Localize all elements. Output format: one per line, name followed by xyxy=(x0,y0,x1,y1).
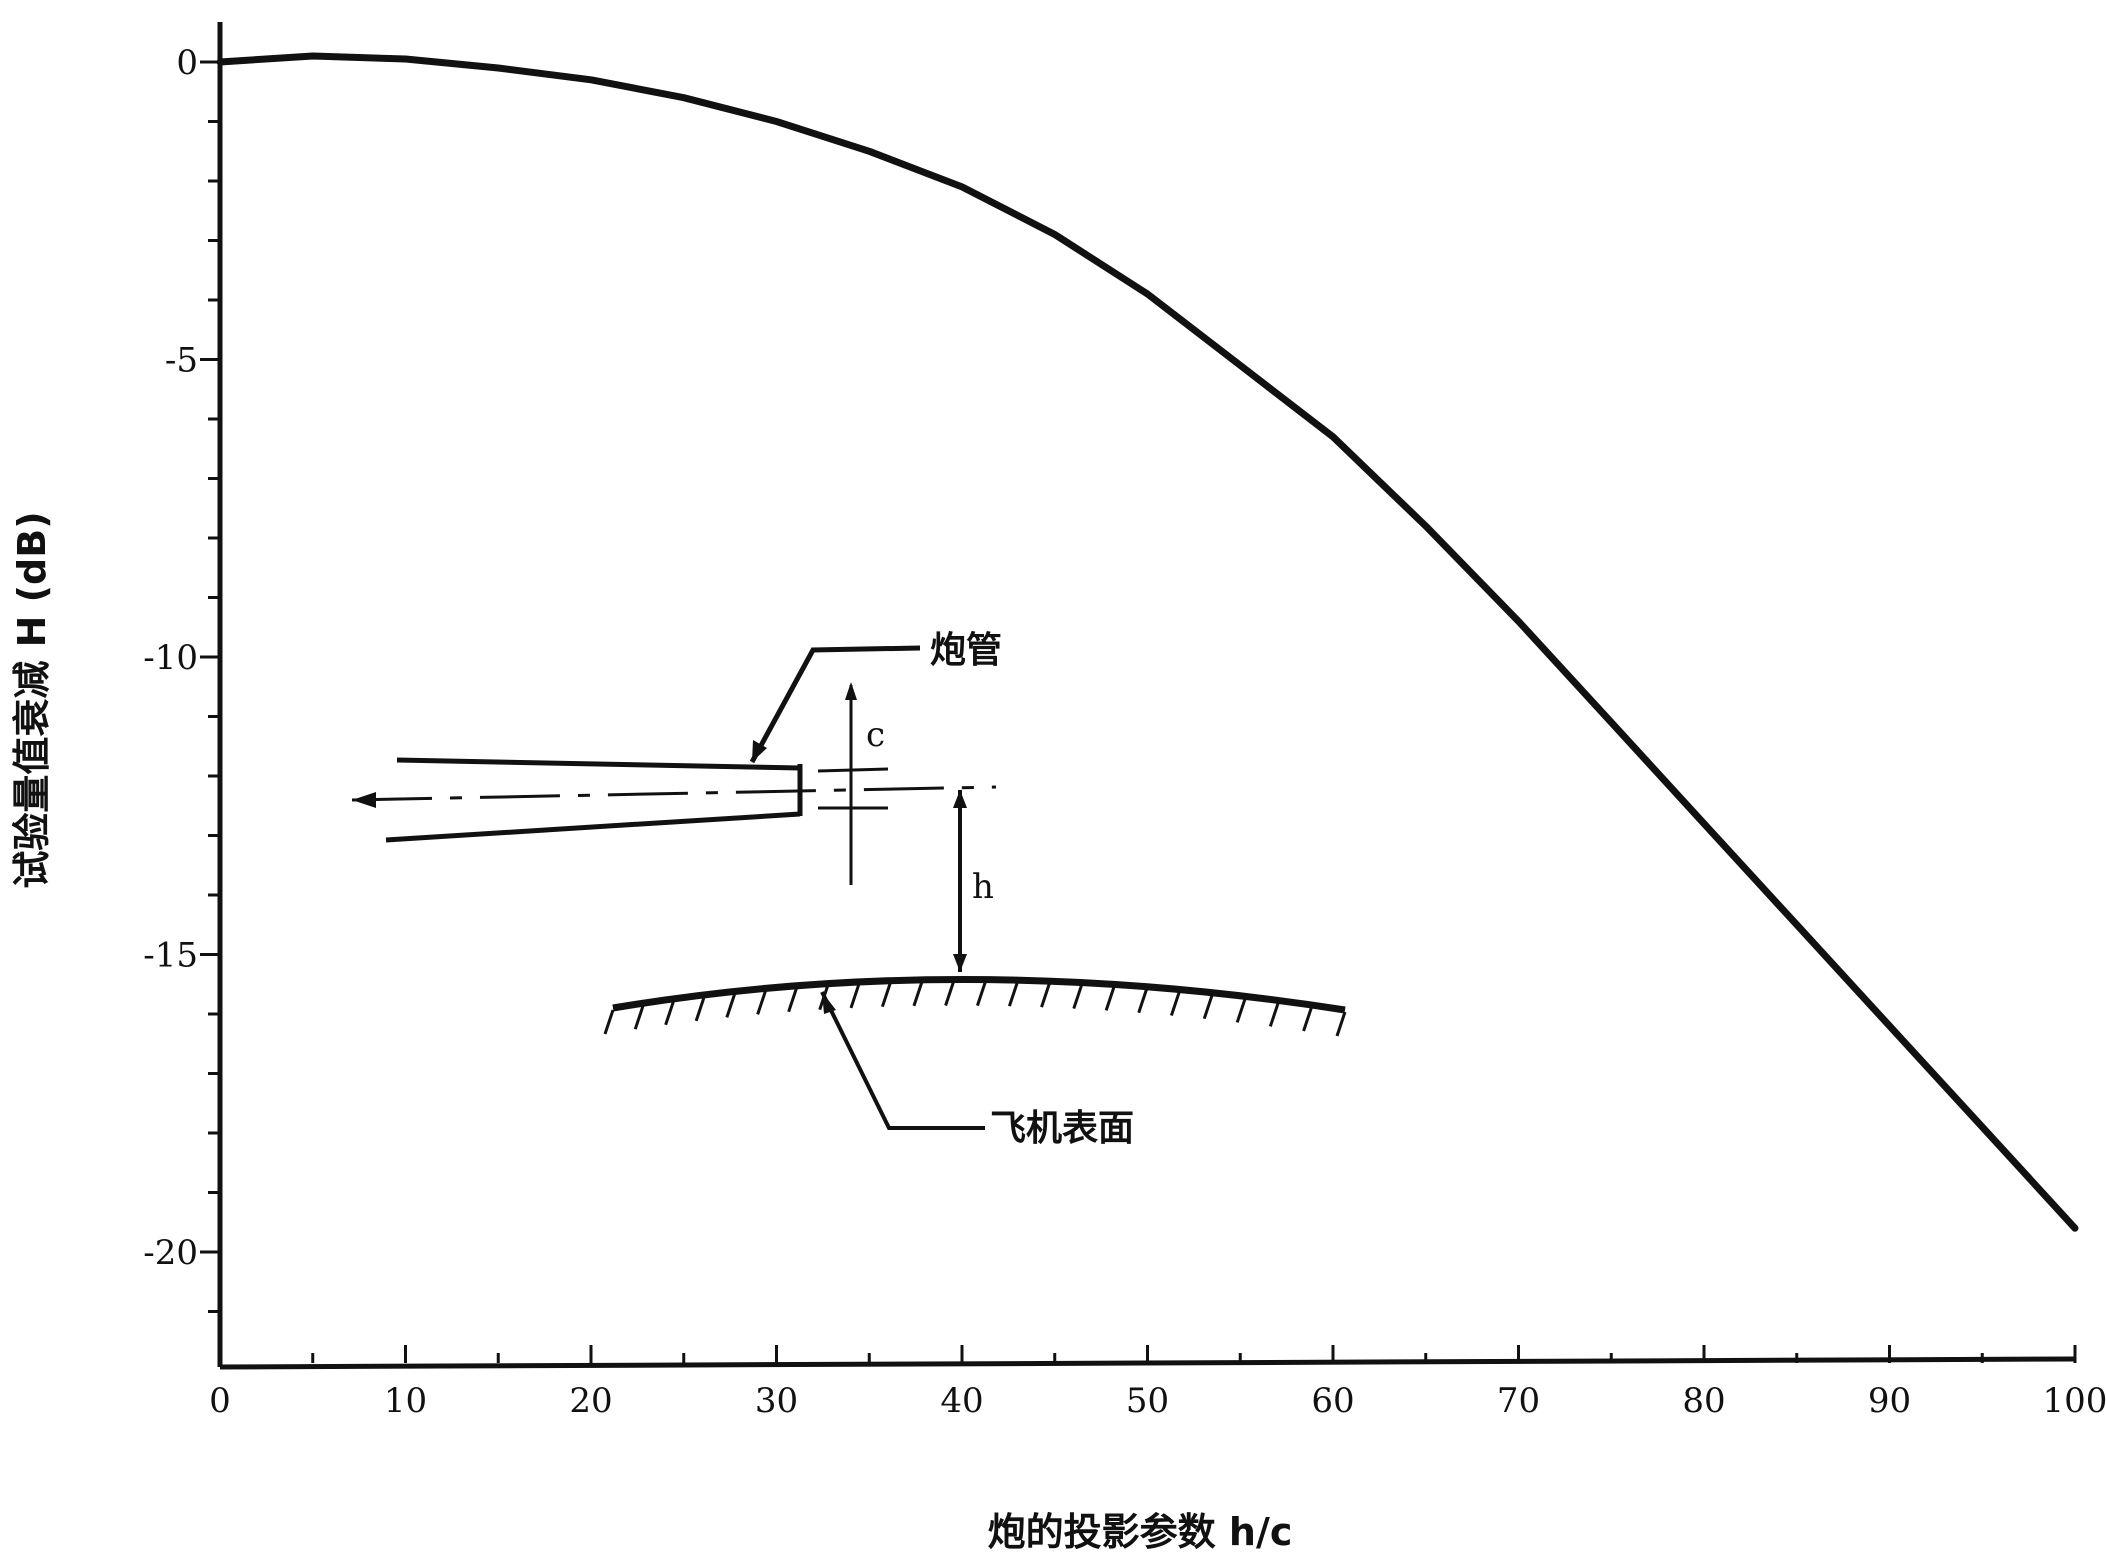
barrel-lower-edge xyxy=(385,811,801,843)
hatch-mark xyxy=(1235,997,1247,1023)
hatch-mark xyxy=(1268,1001,1280,1027)
hatch-mark xyxy=(1335,1011,1347,1037)
surface-leader-arrow xyxy=(822,992,836,1014)
barrel-upper-edge xyxy=(396,757,801,771)
x-tick-label: 60 xyxy=(1311,1381,1354,1421)
inset-diagram xyxy=(351,645,1347,1130)
hatch-mark xyxy=(849,983,861,1009)
ticks: 0 10 20 30 40 50 60 70 80 90 100 0 -5 -10 -15 -20 xyxy=(143,43,2106,1421)
hatch-mark xyxy=(976,981,987,1007)
hatch-mark xyxy=(912,981,924,1007)
c-dimension-label: c xyxy=(866,715,885,755)
x-tick-label: 50 xyxy=(1126,1381,1169,1421)
hatch-mark xyxy=(633,1004,645,1030)
barrel-centerline xyxy=(351,785,997,802)
x-tick-label: 0 xyxy=(209,1381,231,1421)
x-tick-label: 20 xyxy=(569,1381,612,1421)
x-axis-title: 炮的投影参数 h/c xyxy=(988,1510,1293,1554)
hatch-mark xyxy=(756,989,768,1015)
hatch-mark xyxy=(787,987,799,1013)
x-tick-label: 40 xyxy=(940,1381,983,1421)
y-tick-label: -15 xyxy=(143,936,198,976)
hatch-mark xyxy=(1104,985,1116,1011)
c-upper-tick xyxy=(817,767,889,773)
hatch-mark xyxy=(694,996,706,1022)
barrel-arrowhead xyxy=(352,792,376,808)
hatch-mark xyxy=(1169,991,1181,1016)
hatch-mark xyxy=(1040,982,1051,1008)
hatch-mark xyxy=(1302,1006,1314,1032)
surface-hatching xyxy=(603,981,1347,1037)
aircraft-surface-arc xyxy=(612,976,1346,1014)
hatch-mark xyxy=(880,982,892,1008)
y-axis-title: 试验量值衰减 H (dB) xyxy=(10,511,54,888)
gun-barrel-label: 炮管 xyxy=(930,630,1002,671)
hatch-mark xyxy=(944,981,956,1006)
y-tick-label: -20 xyxy=(143,1233,198,1273)
barrel-leader-arrow xyxy=(752,740,767,762)
c-top-arrow xyxy=(845,682,857,700)
axes xyxy=(217,22,2076,1370)
hatch-mark xyxy=(725,992,737,1018)
series xyxy=(216,52,2079,1232)
x-tick-label: 90 xyxy=(1868,1381,1911,1421)
hatch-mark xyxy=(603,1009,615,1035)
h-top-arrow xyxy=(953,790,967,808)
hatch-mark xyxy=(1072,984,1084,1010)
y-tick-label: -5 xyxy=(165,341,198,381)
barrel-leader xyxy=(749,645,921,764)
hatch-mark xyxy=(1137,988,1149,1014)
aircraft-surface-label: 飞机表面 xyxy=(990,1108,1134,1149)
h-dimension-label: h xyxy=(972,867,994,907)
y-tick-label: -10 xyxy=(143,638,198,678)
attenuation-curve xyxy=(216,52,2079,1232)
h-bottom-arrow xyxy=(953,954,967,972)
x-tick-label: 80 xyxy=(1682,1381,1725,1421)
hatch-mark xyxy=(664,1000,676,1026)
surface-leader xyxy=(820,991,985,1130)
hatch-mark xyxy=(1007,981,1019,1007)
y-tick-label: 0 xyxy=(176,43,198,83)
x-tick-label: 70 xyxy=(1497,1381,1540,1421)
x-tick-label: 30 xyxy=(755,1381,798,1421)
x-tick-label: 100 xyxy=(2043,1381,2106,1421)
x-tick-label: 10 xyxy=(384,1381,427,1421)
hatch-mark xyxy=(1202,994,1214,1020)
